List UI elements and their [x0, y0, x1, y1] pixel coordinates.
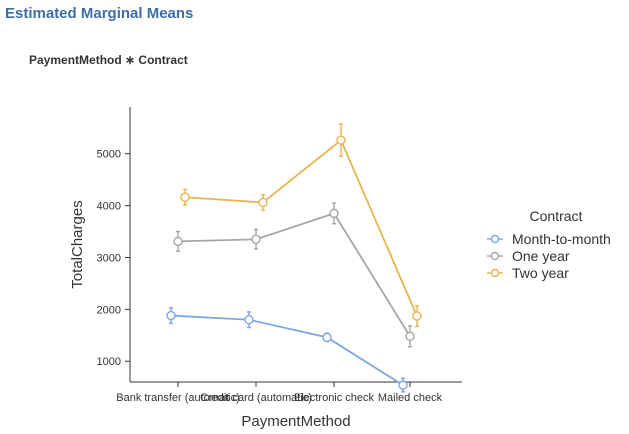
data-point	[180, 192, 190, 202]
data-point	[258, 197, 268, 208]
y-tick-label: 1000	[97, 356, 121, 368]
legend-label: Month-to-month	[512, 231, 611, 247]
x-tick-label: Electronic check	[294, 392, 375, 404]
series-line-2	[184, 138, 418, 317]
y-axis-label: TotalCharges	[69, 200, 86, 288]
data-point	[173, 236, 183, 247]
x-axis-label: PaymentMethod	[241, 413, 350, 430]
chart-subtitle: PaymentMethod ∗ Contract	[29, 53, 188, 67]
legend-swatch-marker	[490, 251, 500, 261]
legend-label: One year	[512, 248, 570, 264]
legend-title: Contract	[530, 208, 583, 224]
series-line-1	[177, 212, 411, 337]
y-tick-label: 3000	[97, 252, 121, 264]
page-title: Estimated Marginal Means	[5, 5, 194, 22]
legend-swatch-marker	[490, 268, 500, 278]
data-point	[244, 315, 254, 325]
data-point	[398, 380, 408, 390]
data-point	[412, 311, 422, 321]
data-point	[405, 331, 415, 342]
series-line-0	[170, 314, 404, 386]
axes-layer: 1000 2000 3000 4000 5000 Bank transfer (autom…	[69, 107, 462, 430]
legend-label: Two year	[512, 265, 569, 281]
data-point	[251, 234, 261, 245]
data-point	[329, 208, 339, 219]
x-tick-label: Credit card (automatic)	[200, 392, 312, 404]
legend-swatch-marker	[490, 234, 500, 244]
x-tick-label: Mailed check	[378, 392, 443, 404]
y-tick-label: 2000	[97, 304, 121, 316]
series-layer	[166, 123, 422, 393]
x-tick-label: Bank transfer (automatic)	[116, 392, 240, 404]
data-point	[322, 332, 332, 343]
y-tick-label: 5000	[97, 149, 121, 161]
y-tick-label: 4000	[97, 201, 121, 213]
data-point	[336, 135, 346, 145]
data-point	[166, 310, 176, 321]
